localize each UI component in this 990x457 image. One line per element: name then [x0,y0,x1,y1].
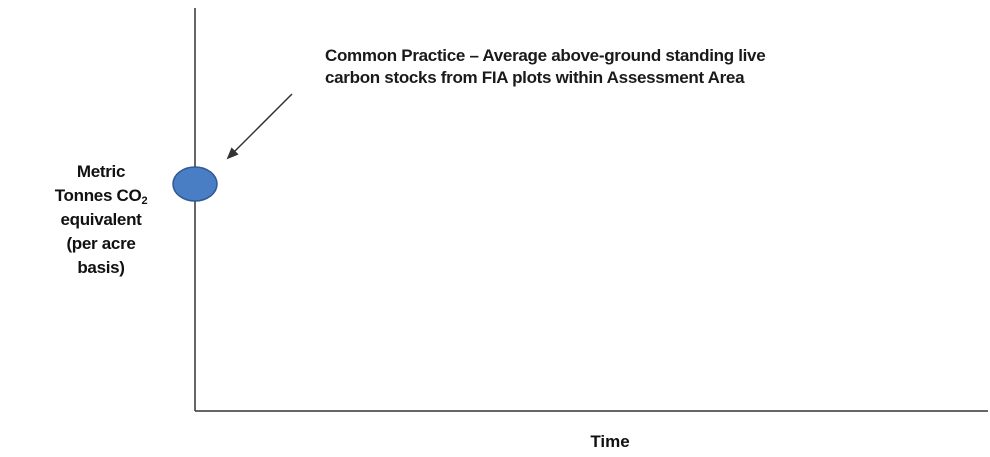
y-axis-label-line2-text: Tonnes CO [54,186,142,205]
y-axis-label-subscript: 2 [141,195,148,207]
y-axis-label-line2: Tonnes CO2 [26,184,176,208]
y-axis-label: Metric Tonnes CO2 equivalent (per acre b… [26,160,176,280]
annotation-text: Common Practice – Average above-ground s… [325,45,985,89]
y-axis-label-line1: Metric [76,162,126,181]
annotation-line2: carbon stocks from FIA plots within Asse… [325,68,745,87]
common-practice-point [172,166,218,202]
y-axis-label-line4: (per acre [66,234,136,253]
annotation-arrow [226,93,293,160]
y-axis-label-line5: basis) [77,258,125,277]
annotation-line1: Common Practice – Average above-ground s… [325,46,766,65]
x-axis-label: Time [590,432,630,451]
y-axis-label-line3: equivalent [60,210,142,229]
